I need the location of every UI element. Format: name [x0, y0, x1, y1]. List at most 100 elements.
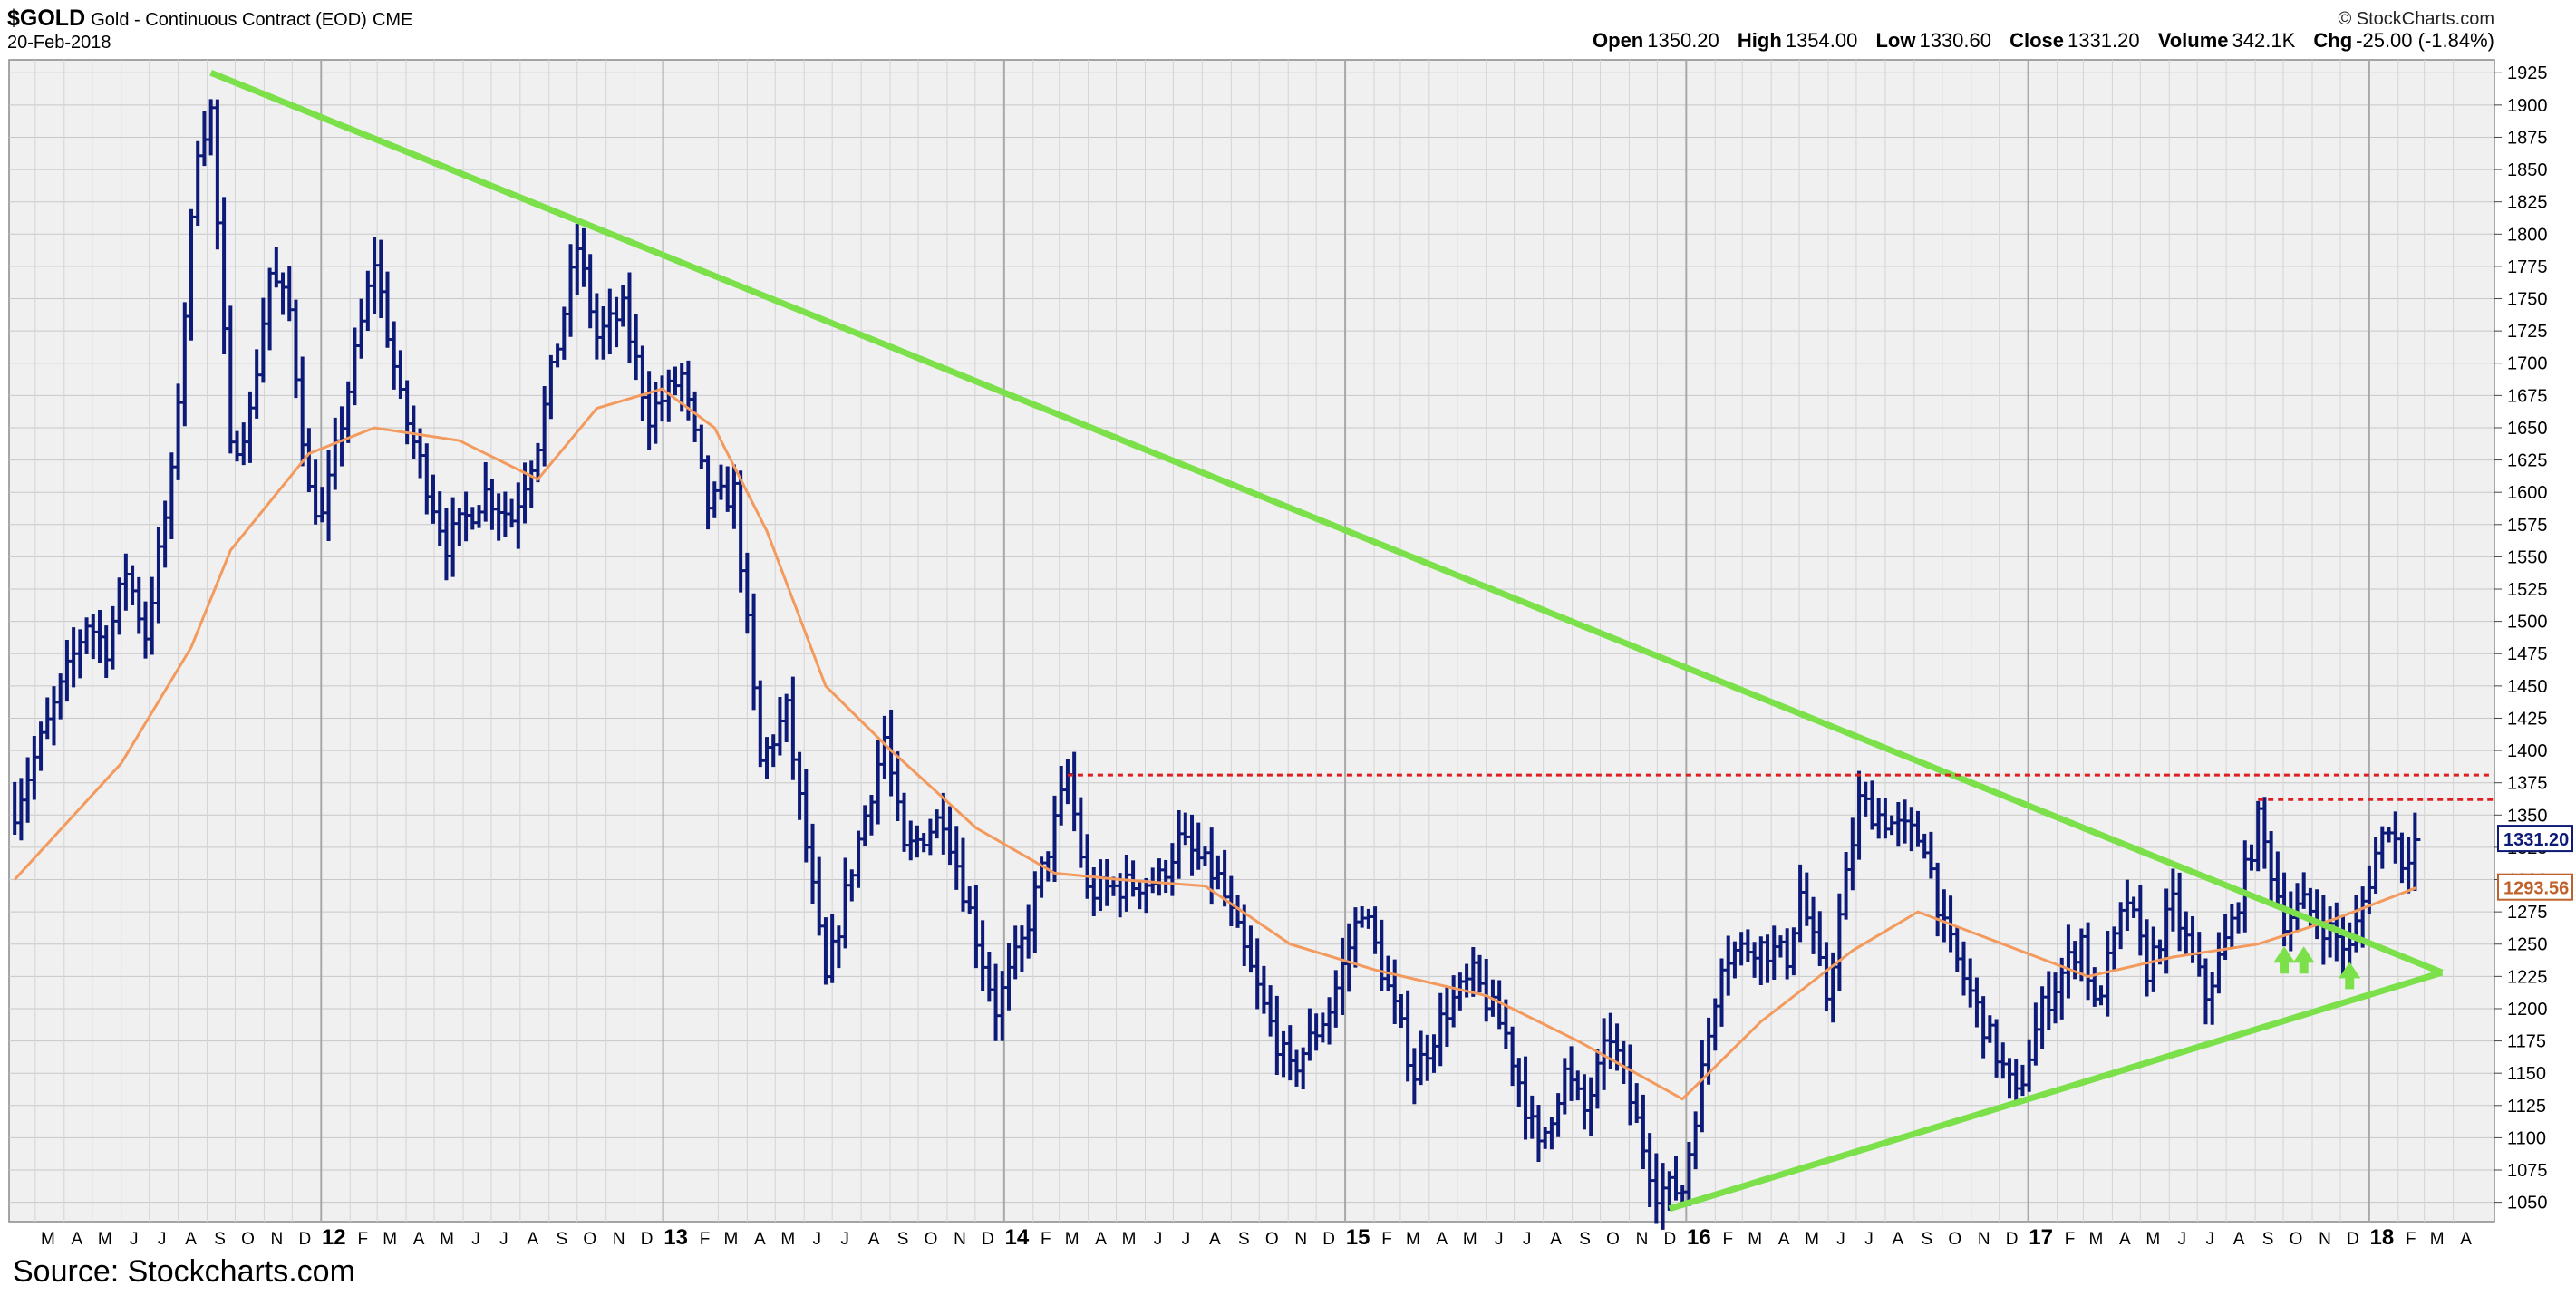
y-tick-label: 1275 [2507, 903, 2548, 923]
open-value: 1350.20 [1647, 29, 1719, 52]
x-tick-label: M [2089, 1230, 2104, 1249]
x-tick-label: A [1778, 1230, 1790, 1249]
x-tick-label: J [1836, 1230, 1845, 1249]
y-tick-label: 1600 [2507, 483, 2548, 503]
y-tick-label: 1800 [2507, 225, 2548, 245]
y-tick-label: 1875 [2507, 128, 2548, 148]
x-tick-label: J [499, 1230, 508, 1249]
y-tick-label: 1125 [2507, 1097, 2546, 1117]
y-tick-label: 1550 [2507, 547, 2548, 567]
lower-rising-trendline [1668, 969, 2444, 1213]
x-tick-label: J [840, 1230, 849, 1249]
x-tick-label: M [1748, 1230, 1762, 1249]
x-tick-label: A [1209, 1230, 1221, 1249]
y-tick-label: 1050 [2507, 1194, 2548, 1214]
x-tick-label: D [641, 1230, 654, 1249]
source-note: Source: Stockcharts.com [13, 1254, 355, 1289]
x-tick-label: S [2262, 1230, 2274, 1249]
x-tick-label: O [583, 1230, 596, 1249]
y-tick-label: 1775 [2507, 257, 2548, 277]
y-tick-label: 1350 [2507, 806, 2548, 826]
price-stats: Open 1350.20 High 1354.00 Low 1330.60 Close… [1580, 29, 2494, 53]
x-tick-label: F [700, 1230, 711, 1249]
y-tick-label: 1425 [2507, 709, 2548, 729]
x-tick-label: M [723, 1230, 738, 1249]
x-tick-label: J [471, 1230, 480, 1249]
y-tick-label: 1200 [2507, 1000, 2548, 1020]
x-tick-label: O [1606, 1230, 1620, 1249]
x-tick-label: S [556, 1230, 567, 1249]
x-tick-label: J [1495, 1230, 1504, 1249]
y-tick-label: 1625 [2507, 451, 2548, 471]
y-tick-label: 1750 [2507, 290, 2548, 310]
chart-header: $GOLD Gold - Continuous Contract (EOD) C… [7, 5, 412, 32]
last-close-label: 1331.20 [2503, 830, 2569, 850]
x-tick-label: D [982, 1230, 994, 1249]
x-tick-label: M [1805, 1230, 1819, 1249]
x-tick-label: S [1238, 1230, 1250, 1249]
x-tick-label: S [214, 1230, 226, 1249]
stockcharts-credit: © StockCharts.com [2338, 9, 2494, 29]
x-tick-label: J [1182, 1230, 1191, 1249]
close-value: 1331.20 [2068, 29, 2140, 52]
x-tick-label: M [2145, 1230, 2160, 1249]
y-tick-label: 1900 [2507, 96, 2548, 116]
y-tick-label: 1850 [2507, 160, 2548, 180]
y-tick-label: 1825 [2507, 193, 2548, 213]
y-tick-label: 1575 [2507, 516, 2548, 536]
high-value: 1354.00 [1785, 29, 1858, 52]
x-tick-label: O [925, 1230, 938, 1249]
x-tick-label: A [528, 1230, 539, 1249]
x-tick-label: S [1579, 1230, 1591, 1249]
x-tick-label: N [1978, 1230, 1990, 1249]
y-tick-label: 1375 [2507, 774, 2548, 794]
x-tick-label: J [2178, 1230, 2187, 1249]
moving-average-last-label-box [2497, 873, 2573, 901]
upper-falling-trendline [209, 69, 2444, 976]
x-tick-label: A [2119, 1230, 2131, 1249]
x-tick-label: F [2065, 1230, 2076, 1249]
low-label: Low [1875, 29, 1916, 52]
x-tick-label: J [1154, 1230, 1163, 1249]
x-tick-label: J [1523, 1230, 1532, 1249]
x-tick-label: A [1437, 1230, 1448, 1249]
volume-label: Volume [2157, 29, 2229, 52]
x-tick-label: M [1406, 1230, 1420, 1249]
x-tick-label: J [130, 1230, 139, 1249]
volume-value: 342.1K [2232, 29, 2296, 52]
x-tick-label: A [2233, 1230, 2245, 1249]
y-tick-label: 1725 [2507, 322, 2548, 342]
x-tick-label: D [1322, 1230, 1335, 1249]
low-value: 1330.60 [1919, 29, 1991, 52]
y-tick-label: 1525 [2507, 580, 2548, 600]
x-tick-label: 16 [1687, 1225, 1711, 1250]
x-tick-label: N [271, 1230, 284, 1249]
x-tick-label: M [1463, 1230, 1477, 1249]
chart-symbol: $GOLD [7, 5, 86, 31]
y-tick-label: 1175 [2507, 1032, 2546, 1052]
chart-date: 20-Feb-2018 [7, 33, 111, 53]
x-tick-label: A [1893, 1230, 1904, 1249]
support-arrow-3 [2339, 962, 2361, 990]
y-tick-label: 1650 [2507, 419, 2548, 439]
x-tick-label: F [1041, 1230, 1051, 1249]
x-tick-label: M [41, 1230, 55, 1249]
x-tick-label: A [868, 1230, 880, 1249]
moving-average-last-label: 1293.56 [2503, 879, 2569, 899]
x-tick-label: D [298, 1230, 311, 1249]
x-tick-label: A [71, 1230, 82, 1249]
y-tick-label: 1100 [2507, 1128, 2546, 1148]
open-label: Open [1593, 29, 1644, 52]
x-tick-label: J [1864, 1230, 1874, 1249]
y-tick-label: 1225 [2507, 967, 2548, 987]
x-tick-label: S [1922, 1230, 1933, 1249]
x-tick-label: F [357, 1230, 368, 1249]
x-tick-label: 14 [1004, 1225, 1029, 1250]
x-tick-label: S [897, 1230, 909, 1249]
y-tick-label: 1700 [2507, 354, 2548, 374]
x-tick-label: O [1265, 1230, 1279, 1249]
y-tick-label: 1075 [2507, 1161, 2548, 1181]
x-tick-label: M [383, 1230, 397, 1249]
x-tick-label: N [1636, 1230, 1649, 1249]
